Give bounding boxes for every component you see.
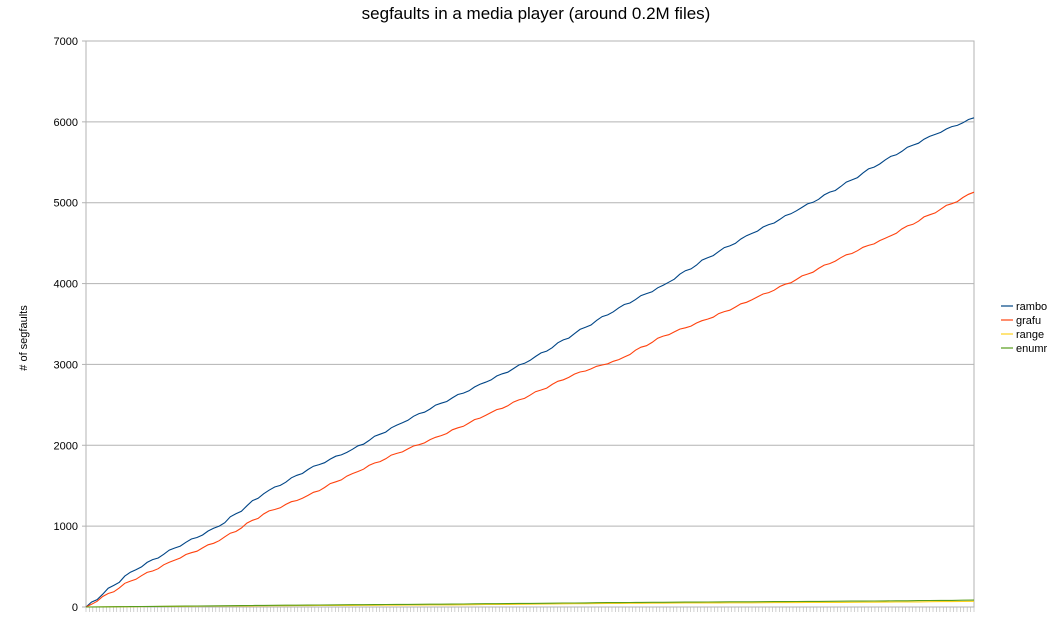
y-tick-label: 5000 [54, 198, 78, 210]
legend-label-enumr: enumr [1016, 343, 1048, 355]
series-line-grafu [85, 191, 975, 608]
legend: rambo grafu range enumr [1001, 301, 1048, 355]
x-axis-ticks [85, 607, 975, 612]
y-axis-ticks: 0 1000 2000 3000 4000 5000 6000 7000 [54, 36, 86, 614]
y-tick-label: 2000 [54, 440, 78, 452]
y-tick-label: 1000 [54, 521, 78, 533]
series-line-enumr [85, 599, 975, 608]
y-tick-label: 0 [72, 602, 78, 614]
grid-lines [86, 121, 974, 527]
legend-label-rambo: rambo [1016, 301, 1047, 313]
legend-label-grafu: grafu [1016, 315, 1041, 327]
y-tick-label: 3000 [54, 359, 78, 371]
series-line-rambo [85, 117, 975, 608]
y-axis-label: # of segfaults [18, 305, 30, 371]
legend-label-range: range [1016, 329, 1044, 341]
plot-area [85, 40, 975, 608]
y-tick-label: 6000 [54, 117, 78, 129]
y-tick-label: 7000 [54, 36, 78, 48]
y-tick-label: 4000 [54, 279, 78, 291]
chart-title: segfaults in a media player (around 0.2M… [362, 4, 711, 23]
series-lines [85, 117, 975, 608]
